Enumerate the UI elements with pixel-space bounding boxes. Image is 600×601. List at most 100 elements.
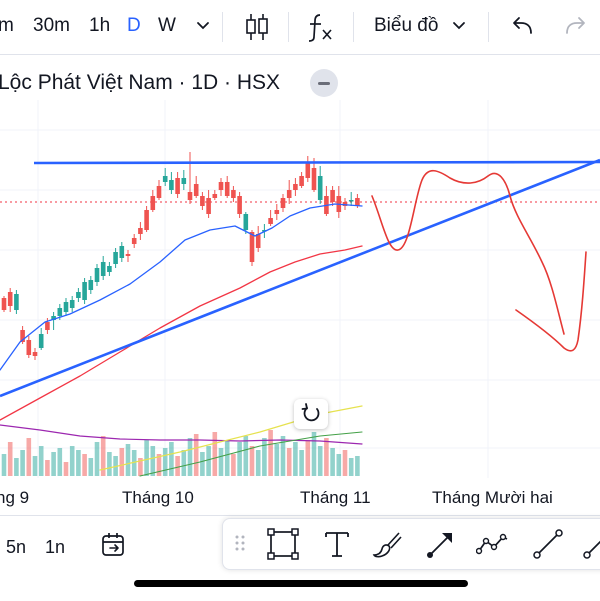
candle [26,336,32,358]
x-axis-label: Tháng 10 [122,488,194,507]
timeframe-1h[interactable]: 1h [89,15,111,36]
drag-handle-icon[interactable] [235,534,245,552]
volume-bar [82,454,87,476]
volume-bar [51,452,56,476]
candle [63,298,69,316]
candle-body [175,178,180,194]
volume-bar [169,442,174,476]
volume-bar [175,456,180,476]
range-5d[interactable]: 5n [6,537,27,557]
volume-bar [138,458,143,476]
moving-average-slow [0,245,363,421]
candle-body [119,246,125,258]
candle [224,176,230,198]
candle [125,250,131,262]
candle [218,178,224,196]
chevron-down-icon[interactable] [195,18,211,34]
candle-body [26,340,32,355]
chevron-down-icon[interactable] [451,18,467,34]
path-icon[interactable] [476,527,510,561]
candle-body [57,308,63,316]
candle [162,168,168,186]
candle-body [243,214,249,230]
volume-bar [88,458,94,476]
volume-bar [7,442,13,476]
chart-type-menu[interactable]: Biểu đồ [374,15,439,36]
timeframe-30m[interactable]: 30m [33,15,70,36]
volume-bar [286,448,292,476]
trendline-icon[interactable] [531,527,565,561]
volume-bar [20,450,25,476]
candle-body [63,302,69,312]
candle [20,326,25,344]
candle-body [156,186,162,198]
volume-bar [107,452,112,476]
candle-body [14,294,19,310]
candle [231,186,236,202]
candle-body [293,184,298,190]
candle [100,256,106,280]
volume-bar [262,438,267,476]
top-toolbar: m 30m 1h D W Biểu đồ [0,0,600,55]
candle [187,152,193,204]
volume-bar [38,446,44,476]
calendar-goto-icon[interactable] [99,530,129,560]
candle-body [286,190,292,198]
candlesticks [1,152,360,360]
candle [113,248,118,268]
volume-bar [268,430,273,476]
candle-body [224,182,230,196]
range-1d[interactable]: 1n [45,537,66,557]
volume-bar [330,448,335,476]
volume-bar [26,438,32,476]
candle-body [69,300,75,308]
candle-body [150,196,156,210]
toolbar-divider [353,12,354,42]
candle [305,156,311,182]
candle-body [305,162,311,178]
price-chart[interactable] [0,100,600,485]
drawing-tools-panel [222,518,600,570]
candle [181,170,187,190]
brush-icon[interactable] [370,527,404,561]
candle-body [200,196,205,206]
candle [243,212,249,234]
candle-body [317,176,323,200]
ray-icon[interactable] [583,527,600,561]
candle-body [355,198,360,206]
volume-bar [336,454,342,476]
volume-bar [162,448,168,476]
volume-bar [274,444,280,476]
volume-bar [150,446,156,476]
redo-icon[interactable] [562,15,588,39]
undo-icon[interactable] [510,15,536,39]
candle [69,296,75,312]
candle-body [206,198,211,214]
reset-chart-button[interactable] [294,399,328,429]
candle-body [311,168,317,190]
timeframe-day[interactable]: D [127,15,141,36]
candle [249,230,255,266]
overlay-lines [0,158,600,477]
text-icon[interactable] [320,527,354,561]
rectangle-icon[interactable] [266,527,300,561]
timeframe-week[interactable]: W [158,15,176,36]
candle [150,190,156,212]
volume-bar [342,450,348,476]
candle [280,194,286,212]
candle-body [144,210,149,230]
arrow-icon[interactable] [424,527,458,561]
volume-ma-purple [0,424,363,445]
candle [193,176,199,198]
volume-ma-green [139,431,363,477]
volume-bar [119,448,125,476]
candles-icon[interactable] [244,11,270,43]
timeframe-minute[interactable]: m [0,15,14,36]
candle-body [51,316,56,320]
volume-bar [324,438,329,476]
candle [286,180,292,204]
indicators-fx-icon[interactable] [306,11,336,43]
collapse-legend-button[interactable] [310,69,338,97]
candle-body [125,254,131,256]
volume-bar [14,458,19,476]
